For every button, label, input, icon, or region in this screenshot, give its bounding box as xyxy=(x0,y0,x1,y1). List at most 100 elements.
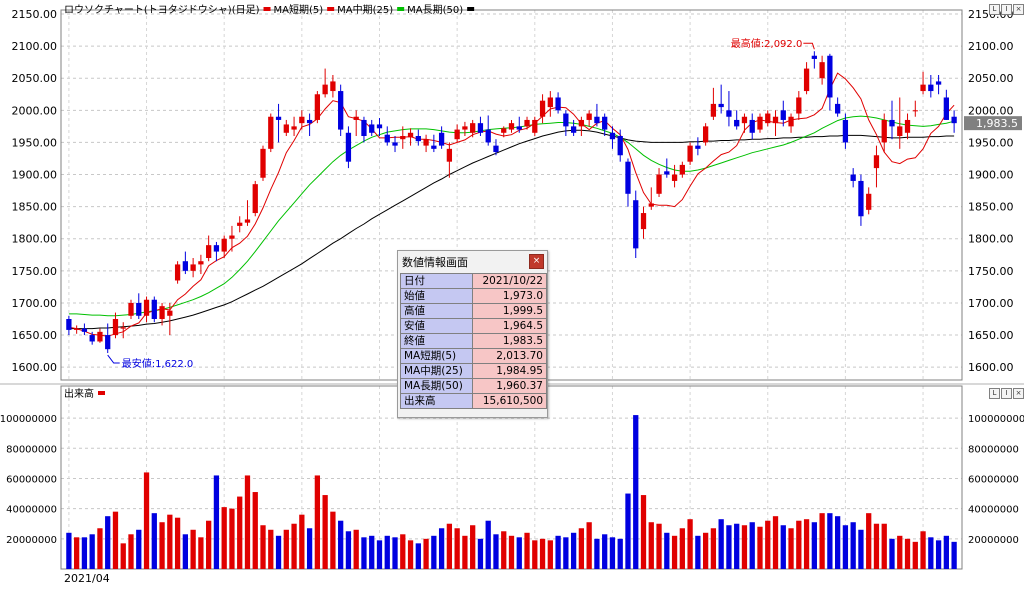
legend-swatch xyxy=(467,7,475,11)
price-tick-label-left: 2000.00 xyxy=(12,104,58,117)
candle xyxy=(563,110,569,136)
legend-label: MA長期(50) xyxy=(407,4,463,16)
legend-swatch xyxy=(327,7,335,11)
volume-bar xyxy=(617,538,623,569)
candle-body xyxy=(881,119,887,143)
table-row: 始値 1,973.0 xyxy=(399,288,547,304)
candle-body xyxy=(376,124,383,129)
candle-body xyxy=(330,81,336,92)
row-key-ma-short: MA短期(5) xyxy=(399,348,474,364)
volume-bar xyxy=(943,535,949,569)
min-price-arrow xyxy=(107,354,120,364)
panel-close-button[interactable]: × xyxy=(529,254,544,269)
volume-bar xyxy=(112,511,119,569)
price-tick-label-left: 1600.00 xyxy=(12,361,58,374)
candle xyxy=(516,116,522,133)
candle xyxy=(198,254,204,275)
candle-body xyxy=(508,123,515,130)
volume-bar xyxy=(167,514,173,569)
candle-body xyxy=(120,327,126,329)
candle-body xyxy=(640,213,647,230)
volume-bar xyxy=(299,514,305,569)
candle xyxy=(151,296,157,323)
panel-titlebar[interactable]: 数値情報画面 × xyxy=(398,251,547,271)
price-tick-label-right: 1850.00 xyxy=(968,201,1014,214)
numeric-info-panel[interactable]: 数値情報画面 × 日付 2021/10/22 始値 1,973.0 高値 1,999.… xyxy=(397,250,548,418)
volume-tick-label-right: 40000000 xyxy=(968,505,1019,516)
candle xyxy=(112,312,119,339)
volume-bar xyxy=(788,528,794,569)
pane-close-button[interactable]: × xyxy=(1013,4,1024,15)
candle-body xyxy=(306,119,313,124)
volume-pane-button-i[interactable]: I xyxy=(1001,388,1012,399)
candle xyxy=(951,110,957,133)
price-tick-label-right: 1750.00 xyxy=(968,265,1014,278)
volume-tick-label-left: 100000000 xyxy=(0,414,57,425)
candle-body xyxy=(695,145,701,149)
candle-body xyxy=(198,261,204,265)
volume-bar xyxy=(757,526,763,569)
volume-bar xyxy=(796,520,802,569)
table-row: 出来高 15,610,500 xyxy=(399,393,547,409)
candle xyxy=(485,115,491,146)
candle xyxy=(726,91,732,127)
candle-body xyxy=(244,219,251,223)
candle xyxy=(539,94,546,124)
candle xyxy=(594,103,600,127)
candle-body xyxy=(555,97,561,111)
candle xyxy=(493,139,499,156)
ma-long-line xyxy=(68,129,955,330)
candle-body xyxy=(128,302,134,316)
pane-button-i[interactable]: I xyxy=(1001,4,1012,15)
candle xyxy=(159,302,165,326)
volume-bar xyxy=(772,516,779,569)
volume-bar xyxy=(120,543,126,569)
candle-body xyxy=(656,174,662,194)
price-tick-label-left: 2100.00 xyxy=(12,40,58,53)
candle xyxy=(664,158,670,178)
candle-body xyxy=(889,119,895,127)
candle-body xyxy=(897,126,903,136)
volume-pane-close-button[interactable]: × xyxy=(1013,388,1024,399)
price-tick-label-right: 1800.00 xyxy=(968,233,1014,246)
volume-bar xyxy=(81,537,88,569)
volume-bar xyxy=(174,517,181,569)
volume-bar xyxy=(765,520,771,569)
candle-body xyxy=(757,116,763,130)
candle-body xyxy=(819,62,825,79)
candle-body xyxy=(516,126,522,130)
candle xyxy=(741,113,748,133)
candle-body xyxy=(97,331,103,342)
candle xyxy=(330,75,336,98)
volume-tick-label-left: 80000000 xyxy=(6,444,57,455)
volume-bar xyxy=(159,522,165,569)
volume-bar xyxy=(687,519,693,569)
candle xyxy=(438,126,445,149)
candle-body xyxy=(563,113,569,127)
candle xyxy=(928,75,934,98)
price-tick-label-right: 1650.00 xyxy=(968,329,1014,342)
candle xyxy=(268,113,274,153)
candle-body xyxy=(400,136,406,140)
candle xyxy=(477,116,484,136)
volume-legend-label: 出来高 xyxy=(64,387,94,400)
candle xyxy=(345,126,352,169)
candle-body xyxy=(687,145,693,162)
volume-pane-button-l[interactable]: L xyxy=(989,388,1000,399)
volume-pane-buttons: L I × xyxy=(988,388,1024,399)
table-row: 日付 2021/10/22 xyxy=(399,273,547,289)
pane-button-l[interactable]: L xyxy=(989,4,1000,15)
volume-bar xyxy=(578,528,585,569)
candle-body xyxy=(765,113,771,124)
price-legend: ロウソクチャート(トヨタジドウシャ)(日足) MA短期(5) MA中期(25) MA長… xyxy=(64,3,475,16)
row-value-high: 1,999.5 xyxy=(472,303,547,319)
candle-body xyxy=(174,264,181,281)
candle xyxy=(182,251,189,275)
candle-body xyxy=(943,97,949,120)
volume-bar xyxy=(322,495,328,569)
candle xyxy=(423,134,429,153)
candle-body xyxy=(431,145,437,149)
candle-body xyxy=(446,148,453,162)
volume-bar xyxy=(625,493,631,569)
volume-bar xyxy=(850,522,856,569)
